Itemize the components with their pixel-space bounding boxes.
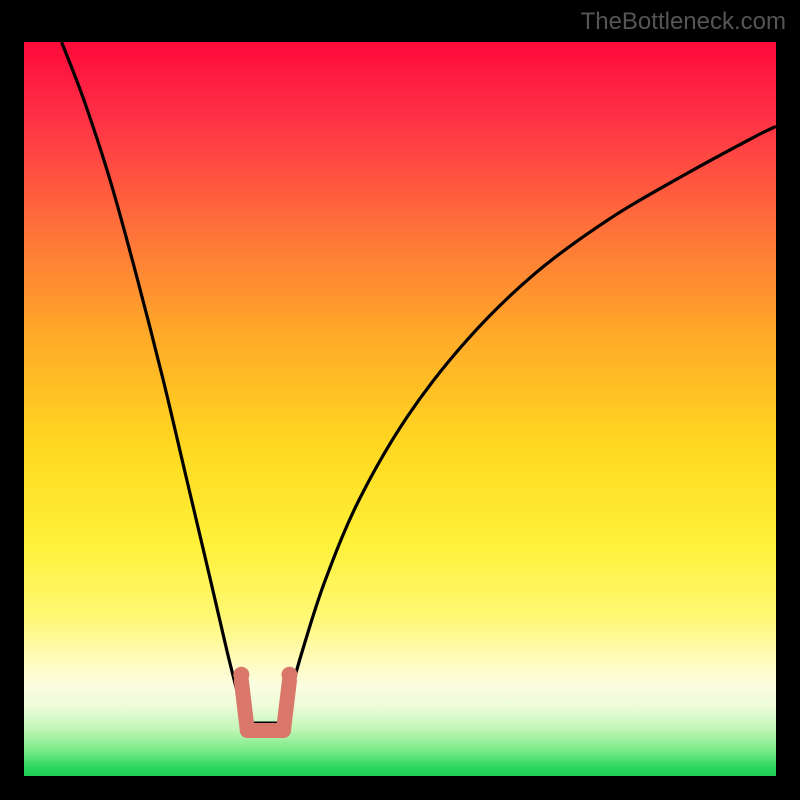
highlight-dot — [281, 667, 297, 683]
highlight-group — [233, 667, 297, 731]
curve-layer — [24, 42, 776, 776]
watermark-text: TheBottleneck.com — [581, 8, 786, 36]
highlight-segment — [241, 681, 247, 731]
highlight-dot — [233, 667, 249, 683]
plot-area — [24, 42, 776, 776]
highlight-segment — [283, 681, 289, 731]
bottleneck-curve — [62, 42, 776, 723]
